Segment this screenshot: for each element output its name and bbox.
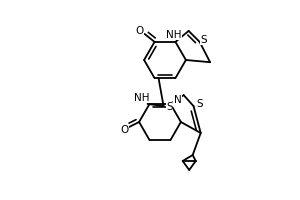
Text: O: O: [120, 125, 128, 135]
Text: N: N: [174, 95, 181, 105]
Text: NH: NH: [166, 30, 181, 40]
Text: S: S: [196, 99, 203, 109]
Text: O: O: [135, 26, 144, 36]
Text: S: S: [200, 35, 207, 45]
Text: S: S: [166, 102, 173, 112]
Text: NH: NH: [134, 93, 149, 103]
